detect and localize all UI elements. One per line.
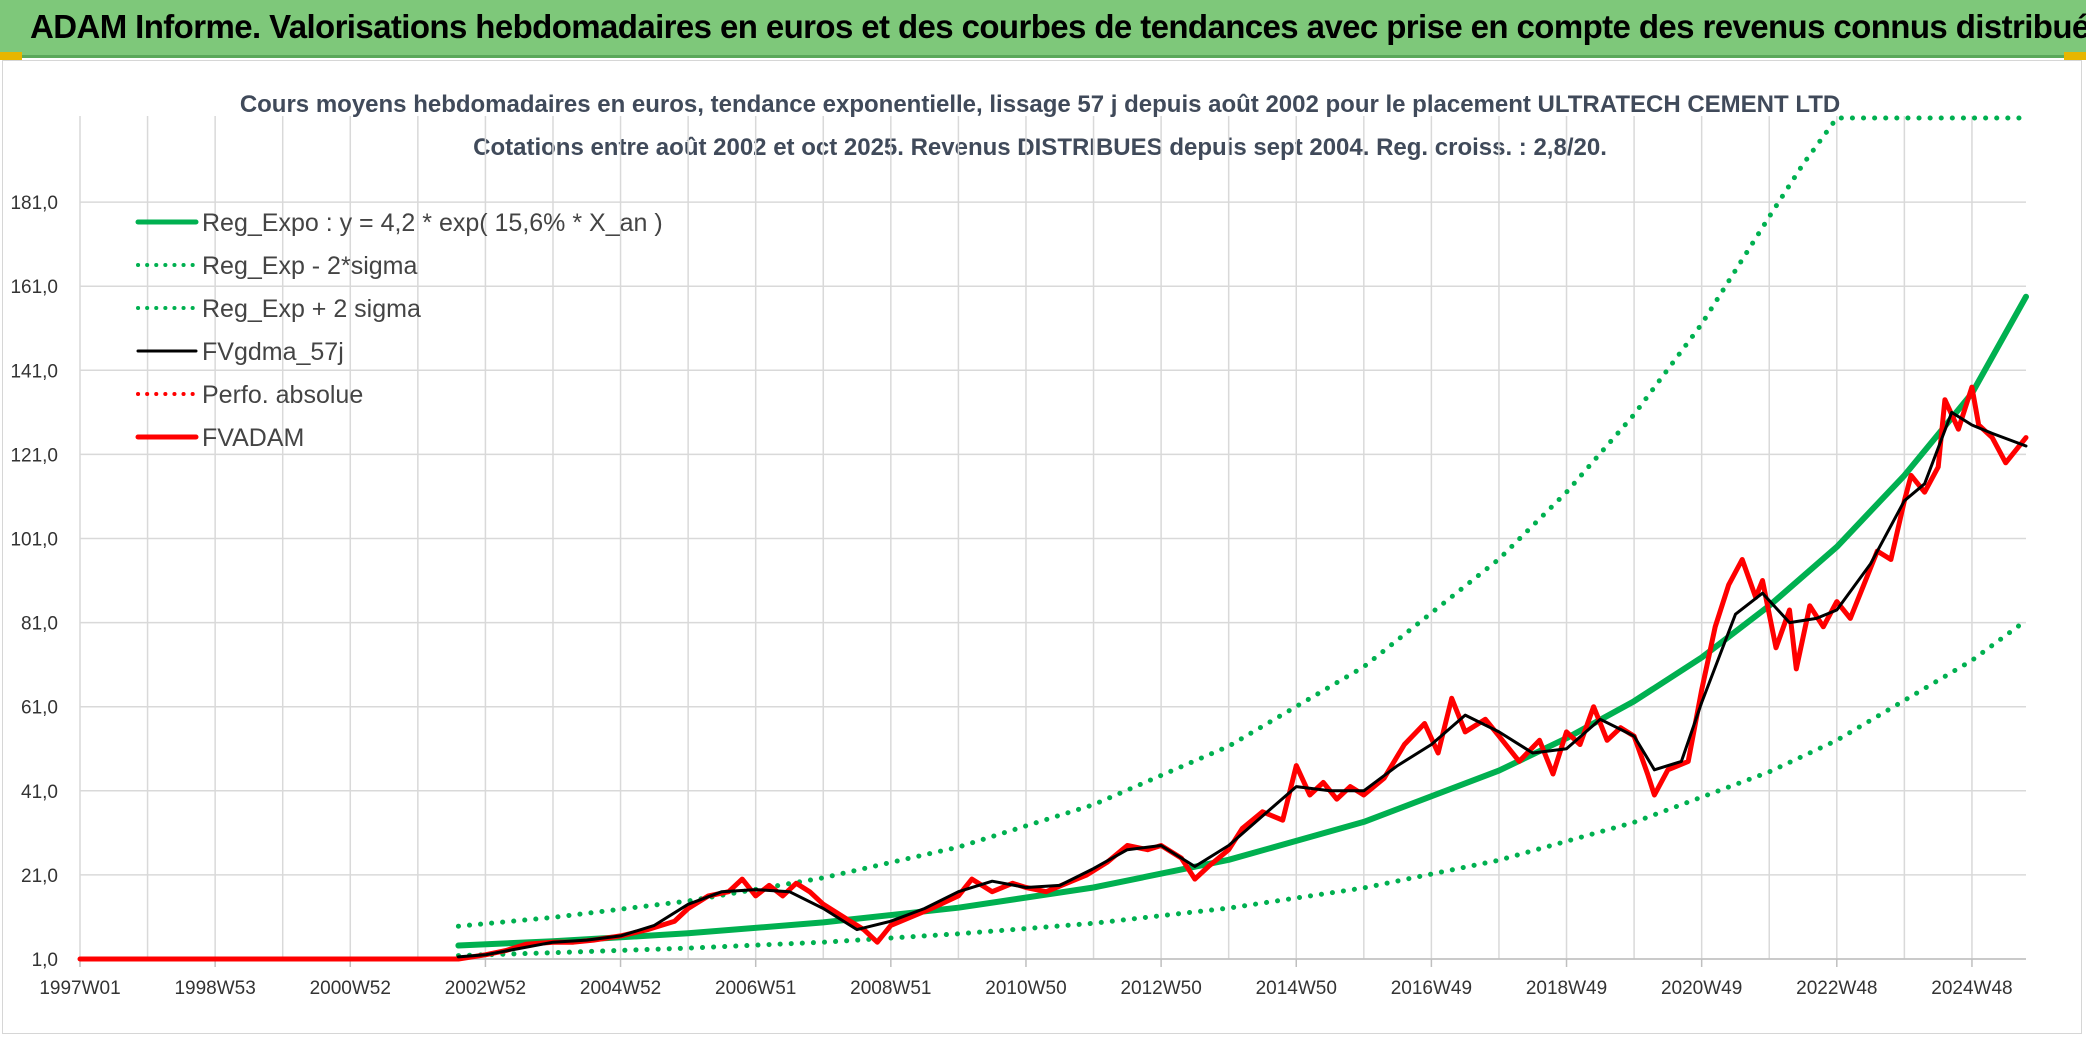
x-tick-label: 2002W52: [445, 978, 526, 999]
x-tick-label: 2022W48: [1796, 978, 1877, 999]
x-tick-label: 2000W52: [310, 978, 391, 999]
x-tick-label: 2018W49: [1526, 978, 1607, 999]
series-line-0: [455, 293, 2029, 949]
y-axis: 1,0 21,0 41,0 61,0 81,0 101,0 121,0 141,0 161,0 1…: [10, 193, 58, 971]
chart-legend: Reg_Expo : y = 4,2 * exp( 15,6% * X_an )…: [135, 209, 663, 452]
y-tick-label: 121,0: [10, 445, 58, 466]
x-tick-label: 2024W48: [1931, 978, 2012, 999]
report-title: ADAM Informe. Valorisations hebdomadaire…: [30, 8, 2086, 45]
y-tick-label: 101,0: [10, 530, 58, 551]
x-tick-label: 2010W50: [985, 978, 1066, 999]
x-tick-label: 2006W51: [715, 978, 796, 999]
y-tick-label: 21,0: [21, 866, 58, 887]
x-tick-label: 2004W52: [580, 978, 661, 999]
x-tick-label: 2016W49: [1391, 978, 1472, 999]
y-tick-label: 181,0: [10, 193, 58, 214]
chart-frame: [2, 60, 2082, 1034]
legend-label: FVgdma_57j: [202, 338, 344, 366]
chart-title: Cours moyens hebdomadaires en euros, ten…: [240, 91, 1840, 118]
y-tick-label: 161,0: [10, 277, 58, 298]
legend-label: Perfo. absolue: [202, 381, 363, 409]
x-tick-label: 1998W53: [174, 978, 255, 999]
series-line-1: [455, 618, 2029, 959]
header-corner-left: [0, 52, 22, 60]
series-line-5: [77, 384, 2029, 962]
y-tick-label: 81,0: [21, 614, 58, 635]
report-header: ADAM Informe. Valorisations hebdomadaire…: [0, 0, 2086, 58]
chart-series: [77, 115, 2029, 962]
legend-label: Reg_Exp - 2*sigma: [202, 252, 417, 280]
chart-subtitle: Cotations entre août 2002 et oct 2025. R…: [473, 134, 1607, 161]
y-tick-label: 1,0: [32, 950, 58, 971]
x-tick-label: 1997W01: [39, 978, 120, 999]
x-tick-label: 2014W50: [1256, 978, 1337, 999]
y-tick-label: 41,0: [21, 782, 58, 803]
x-tick-label: 2020W49: [1661, 978, 1742, 999]
x-tick-label: 2012W50: [1120, 978, 1201, 999]
x-tick-label: 2008W51: [850, 978, 931, 999]
series-line-2: [455, 115, 2029, 929]
legend-label: Reg_Exp + 2 sigma: [202, 295, 421, 323]
chart-grid: [79, 116, 2026, 960]
x-axis: 1997W01 1998W53 2000W52 2002W52 2004W52 2006W…: [39, 959, 2013, 999]
legend-label: Reg_Expo : y = 4,2 * exp( 15,6% * X_an ): [202, 209, 663, 237]
y-tick-label: 141,0: [10, 361, 58, 382]
legend-label: FVADAM: [202, 424, 304, 452]
y-tick-label: 61,0: [21, 698, 58, 719]
header-corner-right: [2064, 52, 2086, 60]
series-line-3: [456, 410, 2028, 959]
